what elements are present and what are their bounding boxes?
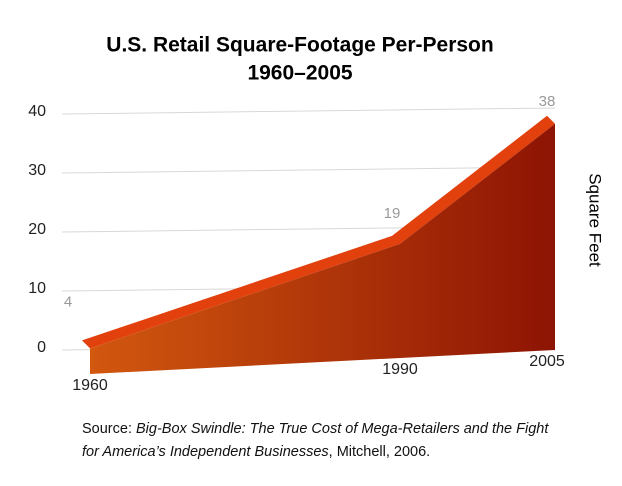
y-tick-label: 20: [28, 221, 46, 238]
value-label: 38: [539, 93, 556, 110]
y-tick-label: 10: [28, 280, 46, 297]
source-prefix: Source:: [82, 421, 132, 437]
y-tick-label: 40: [28, 103, 46, 120]
x-tick-label: 1990: [382, 361, 418, 378]
source-title: Big-Box Swindle: The True Cost of Mega-R…: [82, 421, 549, 460]
chart-title: U.S. Retail Square-Footage Per-Person: [106, 34, 493, 57]
source-suffix: , Mitchell, 2006.: [328, 444, 431, 460]
value-label: 19: [384, 205, 401, 222]
grid-line: [61, 107, 556, 115]
x-tick-label: 2005: [529, 353, 565, 370]
area: [90, 123, 555, 374]
y-tick-label: 30: [28, 162, 46, 179]
y-axis-label: Square Feet: [586, 173, 605, 267]
x-tick-label: 1960: [72, 377, 108, 394]
chart-subtitle: 1960–2005: [247, 62, 352, 85]
chart: U.S. Retail Square-Footage Per-Person 19…: [28, 34, 605, 395]
grid-line: [61, 166, 556, 174]
area-top: [82, 115, 555, 349]
source-note: Source: Big-Box Swindle: The True Cost o…: [82, 418, 562, 464]
y-tick-label: 0: [37, 339, 46, 356]
value-label: 4: [64, 293, 72, 310]
